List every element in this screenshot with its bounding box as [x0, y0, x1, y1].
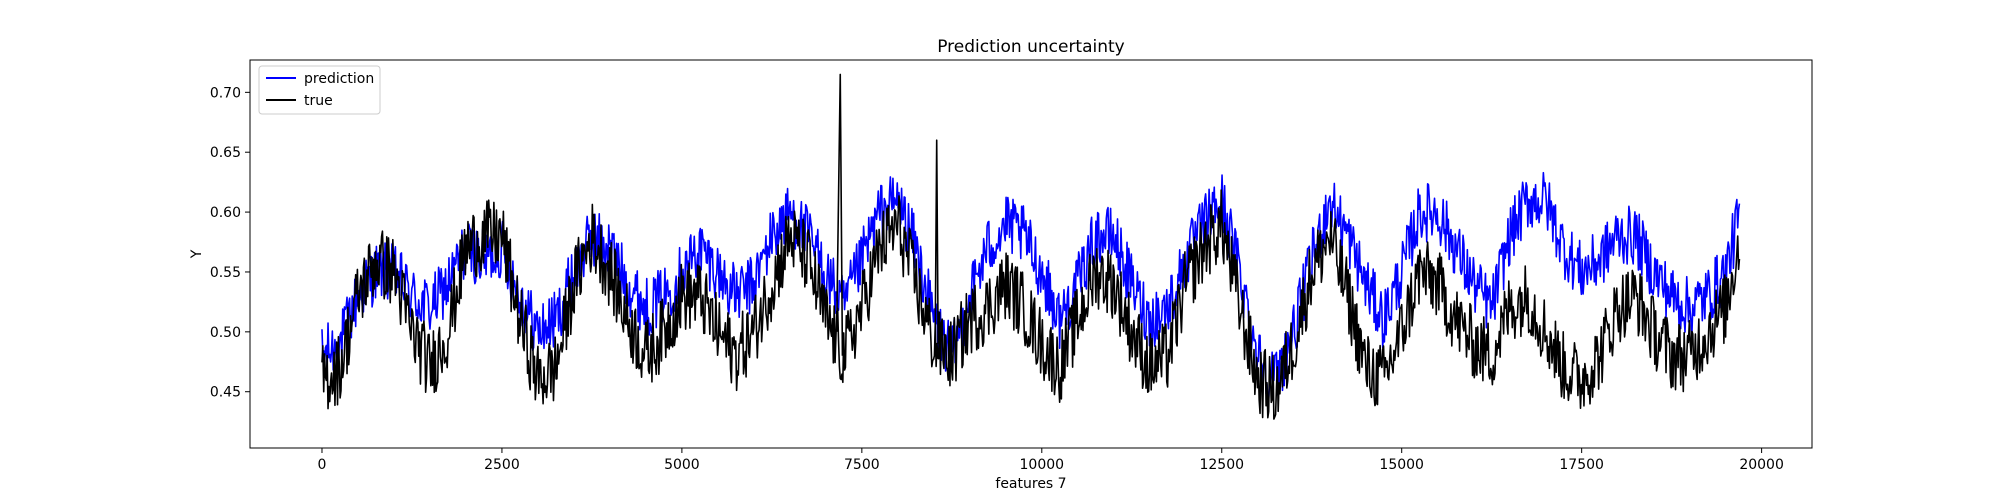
legend-label-prediction: prediction: [304, 71, 374, 87]
series-line-true: [321, 73, 1741, 420]
x-tick-label: 12500: [1199, 457, 1244, 473]
chart-title: Prediction uncertainty: [937, 37, 1125, 57]
x-tick-label: 0: [318, 457, 327, 473]
y-tick-label: 0.60: [210, 205, 241, 221]
x-tick-label: 7500: [844, 457, 880, 473]
y-axis: 0.45 0.50 0.55 0.60 0.65 0.70: [210, 85, 250, 401]
y-tick-label: 0.50: [210, 325, 241, 341]
x-tick-label: 15000: [1379, 457, 1424, 473]
x-tick-label: 5000: [664, 457, 700, 473]
x-axis-label: features 7: [995, 476, 1066, 492]
x-tick-label: 10000: [1020, 457, 1065, 473]
series-line-prediction: [321, 171, 1741, 400]
x-tick-label: 2500: [484, 457, 520, 473]
legend: prediction true: [258, 65, 381, 115]
y-tick-label: 0.65: [210, 145, 241, 161]
y-axis-label: Y: [189, 249, 205, 259]
x-axis: 0 2500 5000 7500 10000 12500 15000 17500 20000: [318, 448, 1784, 473]
plot-area: [249, 59, 1813, 449]
legend-label-true: true: [304, 93, 333, 109]
plot-frame: [249, 59, 1813, 449]
y-tick-label: 0.55: [210, 265, 241, 281]
y-tick-label: 0.45: [210, 385, 241, 401]
y-tick-label: 0.70: [210, 85, 241, 101]
x-tick-label: 17500: [1559, 457, 1604, 473]
x-tick-label: 20000: [1739, 457, 1784, 473]
